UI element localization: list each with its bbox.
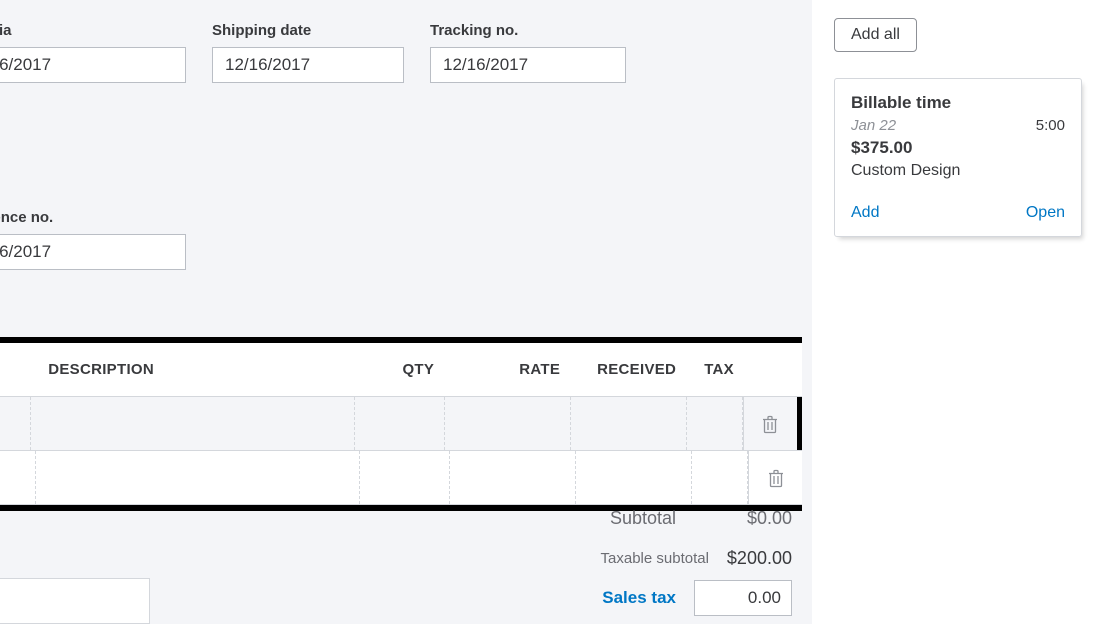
cell-received[interactable] (576, 451, 692, 504)
sales-tax-link[interactable]: Sales tax (602, 588, 676, 608)
card-open-link[interactable]: Open (1026, 204, 1065, 222)
sales-tax-input[interactable] (694, 580, 792, 616)
cell-description[interactable] (31, 397, 355, 450)
card-description: Custom Design (851, 162, 1065, 180)
field-tracking-no: Tracking no. (430, 22, 626, 83)
billable-time-card: Billable time Jan 22 5:00 $375.00 Custom… (834, 78, 1082, 237)
side-panel: Add all Billable time Jan 22 5:00 $375.0… (812, 0, 1104, 624)
card-actions: Add Open (851, 204, 1065, 222)
trash-icon (768, 468, 784, 488)
subtotal-label: Subtotal (610, 508, 676, 529)
table-header-row: DESCRIPTION QTY RATE RECEIVED TAX (0, 343, 802, 397)
cell-qty[interactable] (360, 451, 450, 504)
tracking-no-label: Tracking no. (430, 22, 626, 39)
bottom-left-panel (0, 578, 150, 624)
col-rate: RATE (448, 361, 574, 378)
col-qty: QTY (358, 361, 448, 378)
taxable-subtotal-label: Taxable subtotal (601, 550, 709, 567)
col-description: DESCRIPTION (34, 361, 358, 378)
field-ship-via: Ship via (0, 22, 186, 83)
taxable-subtotal-row: Taxable subtotal $200.00 (0, 538, 792, 578)
table-row[interactable] (0, 451, 802, 505)
cell-qty[interactable] (355, 397, 445, 450)
cell-tax[interactable] (687, 397, 743, 450)
cell-spacer (0, 451, 36, 504)
table-row[interactable] (0, 397, 802, 451)
subtotal-value: $0.00 (694, 508, 792, 529)
ship-via-label: Ship via (0, 22, 186, 39)
field-shipping-date: Shipping date (212, 22, 404, 83)
line-items-table: DESCRIPTION QTY RATE RECEIVED TAX (0, 337, 802, 511)
delete-row-button[interactable] (768, 468, 784, 488)
taxable-subtotal-value: $200.00 (727, 548, 792, 569)
trash-icon (762, 414, 778, 434)
shipping-date-label: Shipping date (212, 22, 404, 39)
cell-spacer (0, 397, 31, 450)
shipping-date-input[interactable] (212, 47, 404, 83)
cell-delete (748, 451, 802, 504)
shipping-fields-row: Ship via Shipping date Tracking no. (0, 22, 626, 83)
cell-tax[interactable] (692, 451, 748, 504)
reference-field-row: Reference no. (0, 209, 186, 270)
col-tax: TAX (690, 361, 748, 378)
card-title: Billable time (851, 93, 1065, 113)
card-add-link[interactable]: Add (851, 204, 879, 222)
cell-received[interactable] (571, 397, 687, 450)
add-all-button[interactable]: Add all (834, 18, 917, 52)
col-received: RECEIVED (574, 361, 690, 378)
cell-delete (743, 397, 797, 450)
card-amount: $375.00 (851, 138, 1065, 158)
card-date: Jan 22 (851, 117, 896, 134)
tracking-no-input[interactable] (430, 47, 626, 83)
row-end-marker (797, 397, 802, 450)
cell-description[interactable] (36, 451, 360, 504)
card-date-row: Jan 22 5:00 (851, 117, 1065, 134)
cell-rate[interactable] (445, 397, 571, 450)
card-duration: 5:00 (1036, 117, 1065, 134)
reference-no-label: Reference no. (0, 209, 186, 226)
ship-via-input[interactable] (0, 47, 186, 83)
cell-rate[interactable] (450, 451, 576, 504)
main-form-area: Ship via Shipping date Tracking no. Refe… (0, 0, 812, 624)
delete-row-button[interactable] (762, 414, 778, 434)
reference-no-input[interactable] (0, 234, 186, 270)
subtotal-row: Subtotal $0.00 (0, 498, 792, 538)
field-reference-no: Reference no. (0, 209, 186, 270)
